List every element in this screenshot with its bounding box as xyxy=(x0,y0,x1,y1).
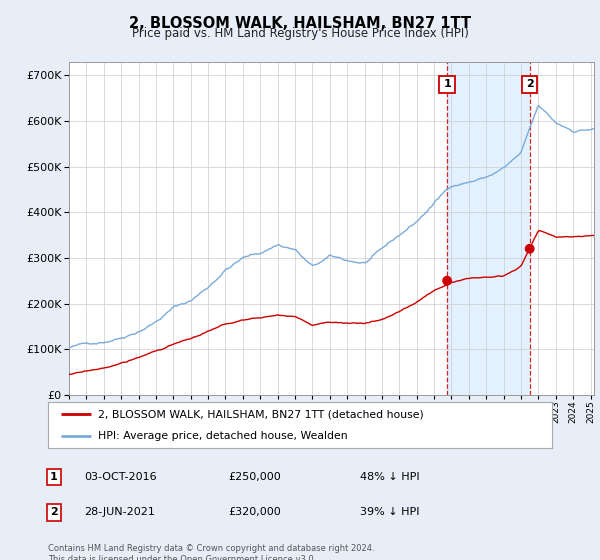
Text: HPI: Average price, detached house, Wealden: HPI: Average price, detached house, Weal… xyxy=(98,431,348,441)
Text: 1: 1 xyxy=(443,80,451,90)
Text: 2, BLOSSOM WALK, HAILSHAM, BN27 1TT: 2, BLOSSOM WALK, HAILSHAM, BN27 1TT xyxy=(129,16,471,31)
Text: 2: 2 xyxy=(526,80,533,90)
Text: £250,000: £250,000 xyxy=(228,472,281,482)
Point xyxy=(525,244,535,253)
Bar xyxy=(447,62,530,395)
Text: 28-JUN-2021: 28-JUN-2021 xyxy=(84,507,155,517)
Text: Contains HM Land Registry data © Crown copyright and database right 2024.
This d: Contains HM Land Registry data © Crown c… xyxy=(48,544,374,560)
Text: £320,000: £320,000 xyxy=(228,507,281,517)
Text: 03-OCT-2016: 03-OCT-2016 xyxy=(84,472,157,482)
Text: 48% ↓ HPI: 48% ↓ HPI xyxy=(360,472,419,482)
Text: 1: 1 xyxy=(50,472,58,482)
Point xyxy=(442,276,452,285)
Text: Price paid vs. HM Land Registry's House Price Index (HPI): Price paid vs. HM Land Registry's House … xyxy=(131,27,469,40)
Text: 2, BLOSSOM WALK, HAILSHAM, BN27 1TT (detached house): 2, BLOSSOM WALK, HAILSHAM, BN27 1TT (det… xyxy=(98,409,424,419)
Text: 39% ↓ HPI: 39% ↓ HPI xyxy=(360,507,419,517)
Text: 2: 2 xyxy=(50,507,58,517)
